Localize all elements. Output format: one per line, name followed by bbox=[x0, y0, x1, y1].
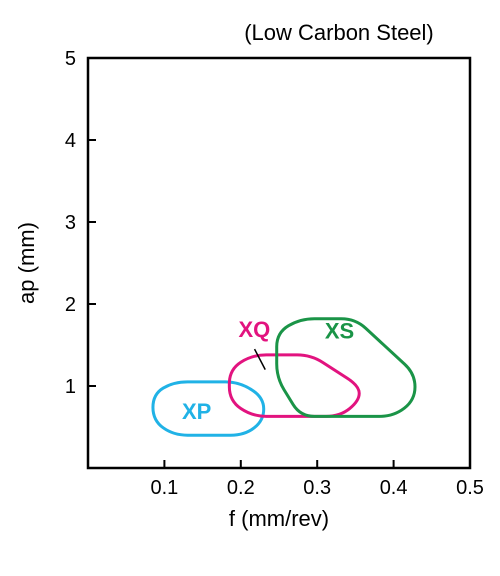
region-xs-label: XS bbox=[325, 318, 354, 343]
chart-container: (Low Carbon Steel) 0.1 0.2 0.3 0.4 0.5 1 2 3 4 5 f … bbox=[0, 0, 500, 576]
y-tick-label: 5 bbox=[65, 48, 76, 70]
region-chart: (Low Carbon Steel) 0.1 0.2 0.3 0.4 0.5 1 2 3 4 5 f … bbox=[0, 0, 500, 576]
y-axis-label: ap (mm) bbox=[14, 222, 39, 304]
x-tick-label: 0.2 bbox=[227, 477, 255, 499]
x-tick-label: 0.1 bbox=[150, 477, 178, 499]
y-tick-label: 4 bbox=[65, 130, 76, 152]
x-tick-label: 0.3 bbox=[303, 477, 331, 499]
x-axis-label: f (mm/rev) bbox=[229, 506, 329, 531]
y-tick-label: 2 bbox=[65, 294, 76, 316]
x-tick-label: 0.4 bbox=[380, 477, 408, 499]
chart-title: (Low Carbon Steel) bbox=[244, 20, 434, 45]
region-xp-label: XP bbox=[182, 399, 211, 424]
y-tick-label: 3 bbox=[65, 212, 76, 234]
y-tick-label: 1 bbox=[65, 376, 76, 398]
x-tick-label: 0.5 bbox=[456, 477, 484, 499]
region-xq-label: XQ bbox=[239, 317, 271, 342]
